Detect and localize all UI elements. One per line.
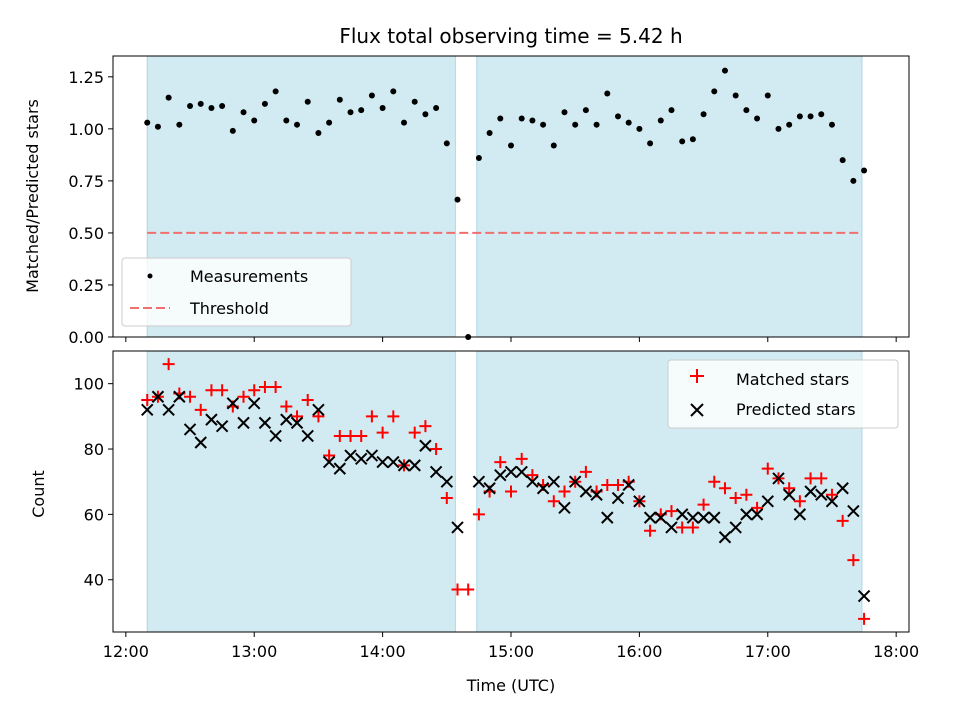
measurement-point [369, 93, 375, 99]
ratio-y-axis-label: Matched/Predicted stars [23, 99, 42, 293]
y-tick-label: 0.00 [68, 328, 104, 347]
measurement-point [262, 101, 268, 107]
measurement-point [241, 109, 247, 115]
y-tick-label: 0.75 [68, 172, 104, 191]
measurement-point [829, 122, 835, 128]
measurement-point [251, 118, 257, 124]
x-tick-label: 16:00 [616, 642, 662, 661]
measurement-point [230, 128, 236, 134]
y-tick-label: 0.50 [68, 224, 104, 243]
y-tick-label: 0.25 [68, 276, 104, 295]
measurement-point [808, 113, 814, 119]
measurement-point [690, 136, 696, 142]
measurement-point [551, 143, 557, 149]
y-tick-label: 40 [84, 571, 104, 590]
measurement-point [401, 120, 407, 126]
measurement-point [775, 126, 781, 132]
x-tick-label: 13:00 [231, 642, 277, 661]
measurement-point [219, 103, 225, 109]
measurement-point [455, 197, 461, 203]
observing-window [147, 351, 455, 632]
measurement-point [754, 115, 760, 121]
measurement-point [519, 115, 525, 121]
count-y-axis-label: Count [29, 470, 48, 518]
measurement-point [155, 124, 161, 130]
measurement-point [166, 95, 172, 101]
y-tick-label: 1.00 [68, 120, 104, 139]
measurement-point [315, 130, 321, 136]
measurement-point [144, 120, 150, 126]
measurement-point [636, 126, 642, 132]
legend-measurements-label: Measurements [190, 267, 308, 286]
measurement-point [283, 118, 289, 124]
measurement-point [711, 88, 717, 94]
measurement-point [348, 109, 354, 115]
measurement-point [765, 93, 771, 99]
measurement-point [337, 97, 343, 103]
measurement-point [444, 140, 450, 146]
measurement-point [572, 122, 578, 128]
measurement-point [176, 122, 182, 128]
figure: 0.00 0.25 0.50 0.75 1.00 1.25 Flux total obse… [0, 0, 960, 720]
measurement-point [722, 68, 728, 74]
legend-matched-label: Matched stars [736, 370, 849, 389]
measurement-point [390, 88, 396, 94]
measurement-point [818, 111, 824, 117]
observing-window [477, 56, 862, 337]
y-tick-label: 100 [73, 375, 104, 394]
measurement-point [850, 178, 856, 184]
measurement-point [658, 118, 664, 124]
y-tick-label: 1.25 [68, 68, 104, 87]
x-tick-label: 14:00 [360, 642, 406, 661]
measurement-point [487, 130, 493, 136]
measurement-point [198, 101, 204, 107]
measurement-point [626, 120, 632, 126]
y-tick-label: 80 [84, 440, 104, 459]
measurement-point [668, 107, 674, 113]
x-axis-label: Time (UTC) [466, 676, 555, 695]
measurement-point [594, 122, 600, 128]
ratio-panel: 0.00 0.25 0.50 0.75 1.00 1.25 Flux total obse… [23, 24, 909, 347]
x-tick-label: 17:00 [745, 642, 791, 661]
legend-measurement-marker [148, 274, 153, 279]
measurement-point [497, 115, 503, 121]
x-tick-label: 12:00 [103, 642, 149, 661]
measurement-point [433, 105, 439, 111]
measurement-point [208, 105, 214, 111]
measurement-point [422, 111, 428, 117]
measurement-point [305, 99, 311, 105]
measurement-point [647, 140, 653, 146]
measurement-point [679, 138, 685, 144]
x-tick-label: 18:00 [873, 642, 919, 661]
measurement-point [861, 167, 867, 173]
measurement-point [786, 122, 792, 128]
measurement-point [529, 118, 535, 124]
legend-threshold-label: Threshold [189, 299, 269, 318]
measurement-point [326, 120, 332, 126]
measurement-point [840, 157, 846, 163]
measurement-point [604, 90, 610, 96]
measurement-point [540, 122, 546, 128]
measurement-point [733, 93, 739, 99]
measurement-point [273, 88, 279, 94]
measurement-point [380, 105, 386, 111]
legend-predicted-label: Predicted stars [736, 400, 856, 419]
measurement-point [476, 155, 482, 161]
ratio-legend: Measurements Threshold [122, 258, 351, 326]
measurement-point [701, 111, 707, 117]
x-tick-label: 15:00 [488, 642, 534, 661]
measurement-point [561, 109, 567, 115]
measurement-point [583, 107, 589, 113]
measurement-point [615, 113, 621, 119]
measurement-point [187, 103, 193, 109]
measurement-point [743, 107, 749, 113]
measurement-point [294, 122, 300, 128]
measurement-point [358, 107, 364, 113]
measurement-point [412, 99, 418, 105]
count-legend: Matched stars Predicted stars [668, 360, 898, 428]
chart-title: Flux total observing time = 5.42 h [339, 24, 682, 48]
y-tick-label: 60 [84, 505, 104, 524]
measurement-point [797, 113, 803, 119]
measurement-point [508, 143, 514, 149]
